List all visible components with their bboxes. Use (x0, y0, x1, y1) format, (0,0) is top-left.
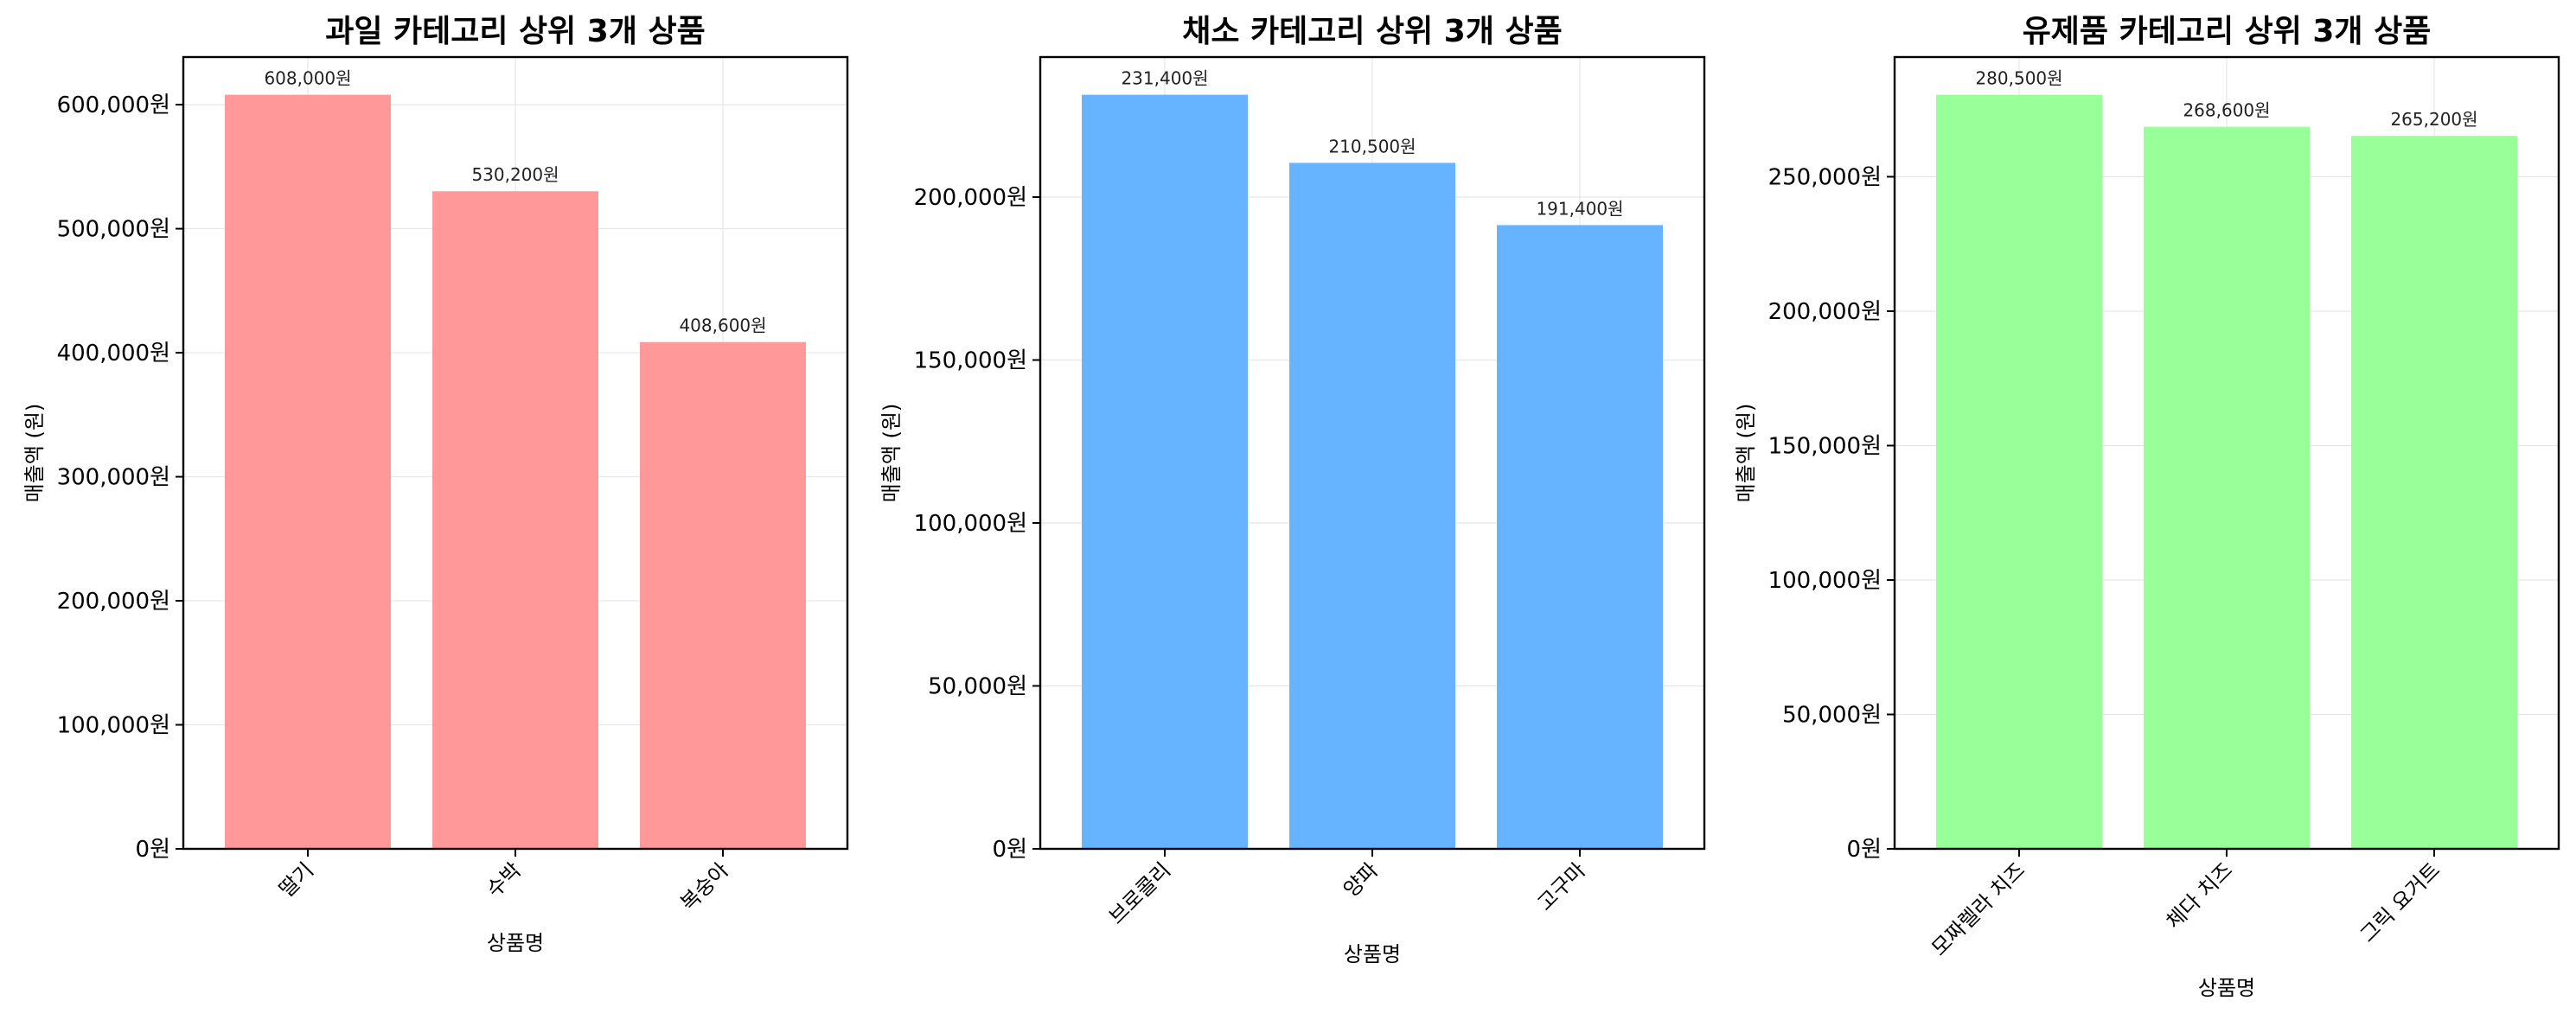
y-tick-label: 100,000원 (914, 511, 1027, 537)
data-label-1: 280,500원 (1975, 68, 2062, 89)
y-tick-label: 50,000원 (1782, 702, 1882, 728)
chart-title: 채소 카테고리 상위 3개 상품 (1182, 14, 1563, 49)
y-tick-label: 500,000원 (57, 217, 170, 243)
bar-1 (225, 94, 391, 850)
y-tick-label: 200,000원 (57, 589, 170, 615)
x-tick-label: 그릭 요거트 (2355, 857, 2445, 947)
y-tick-label: 0원 (136, 837, 170, 863)
chart-panel-3: 280,500원 268,600원 265,200원 0원 50,000원 100,000… (1734, 14, 2560, 1000)
x-tick-label: 고구마 (1533, 857, 1591, 915)
data-label-2: 210,500원 (1328, 136, 1416, 156)
bar-3 (1497, 225, 1663, 849)
x-axis-label: 상품명 (1344, 942, 1401, 966)
bar-1 (1082, 94, 1248, 850)
bar-2 (2144, 126, 2310, 849)
data-label-2: 268,600원 (2183, 100, 2270, 121)
y-tick-label: 100,000원 (57, 713, 170, 739)
bar-2 (432, 191, 598, 849)
chart-title: 과일 카테고리 상위 3개 상품 (325, 14, 706, 49)
chart-panel-2: 231,400원 210,500원 191,400원 0원 50,000원 100,000… (879, 14, 1706, 966)
data-label-3: 408,600원 (679, 316, 766, 336)
chart-panel-1: 608,000원 530,200원 408,600원 0원 100,000원 200,00… (22, 14, 849, 955)
x-tick-label: 수박 (482, 857, 526, 902)
data-label-1: 608,000원 (264, 68, 351, 89)
y-axis-label: 매출액 (원) (1734, 404, 1758, 503)
x-tick-label: 양파 (1339, 857, 1383, 902)
bar-2 (1289, 163, 1455, 850)
data-label-3: 191,400원 (1536, 198, 1623, 219)
data-label-2: 530,200원 (471, 164, 559, 185)
bar-1 (1936, 94, 2102, 850)
y-tick-label: 200,000원 (914, 185, 1027, 211)
x-tick-label: 딸기 (274, 857, 318, 902)
y-tick-label: 300,000원 (57, 465, 170, 491)
y-tick-label: 250,000원 (1768, 164, 1882, 190)
bar-3 (2351, 136, 2517, 849)
x-tick-label: 복숭아 (676, 857, 734, 915)
y-tick-label: 0원 (993, 837, 1027, 863)
y-tick-label: 50,000원 (928, 673, 1027, 699)
x-tick-label: 모짜렐라 치즈 (1927, 857, 2029, 960)
y-tick-label: 150,000원 (914, 347, 1027, 373)
x-tick-label: 체다 치즈 (2162, 857, 2238, 934)
bar-3 (640, 341, 806, 849)
x-tick-label: 브로콜리 (1104, 857, 1175, 928)
data-label-1: 231,400원 (1121, 68, 1208, 89)
y-tick-label: 400,000원 (57, 341, 170, 367)
y-tick-label: 0원 (1847, 837, 1882, 863)
x-axis-label: 상품명 (487, 931, 544, 955)
y-tick-label: 200,000원 (1768, 299, 1882, 325)
x-axis-label: 상품명 (2198, 976, 2255, 1000)
y-tick-label: 600,000원 (57, 92, 170, 118)
y-tick-label: 150,000원 (1768, 433, 1882, 459)
y-axis-label: 매출액 (원) (879, 404, 904, 503)
y-axis-label: 매출액 (원) (22, 404, 47, 503)
chart-title: 유제품 카테고리 상위 3개 상품 (2023, 14, 2432, 49)
y-tick-label: 100,000원 (1768, 568, 1882, 594)
data-label-3: 265,200원 (2390, 109, 2477, 130)
